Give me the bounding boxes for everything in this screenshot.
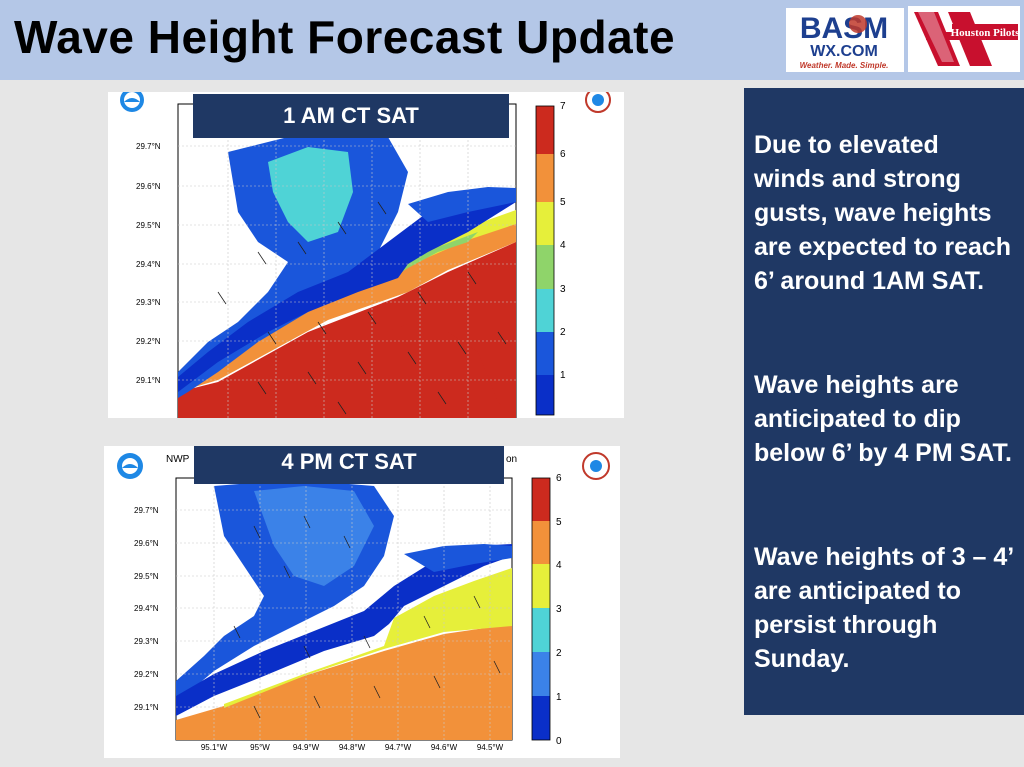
colorbar-tick: 1 [556, 692, 562, 703]
lat-tick: 29.3°N [136, 298, 161, 307]
colorbar-tick: 5 [560, 197, 566, 208]
lat-tick: 29.5°N [134, 572, 159, 581]
basm-logo-tagline: Weather. Made. Simple. [800, 61, 889, 70]
forecast-map-4pm: 29.7°N 29.6°N 29.5°N 29.4°N 29.3°N 29.2°… [104, 446, 620, 758]
basm-logo: BASM WX.COM Weather. Made. Simple. [786, 8, 904, 72]
time-label-4pm: 4 PM CT SAT [194, 446, 504, 484]
lat-tick: 29.2°N [136, 337, 161, 346]
lon-tick: 95.1°W [201, 743, 228, 752]
colorbar-tick: 6 [560, 149, 566, 160]
colorbar-tick: 0 [556, 736, 562, 747]
lat-tick: 29.3°N [134, 637, 159, 646]
bay-cyan [268, 147, 353, 242]
lon-tick: 94.9°W [293, 743, 320, 752]
offshore-orange-patch [308, 324, 516, 418]
time-label-1am: 1 AM CT SAT [193, 94, 509, 138]
lon-tick: 94.5°W [477, 743, 504, 752]
colorbar-tick: 3 [556, 604, 562, 615]
channel-dark-blue-4pm [176, 544, 512, 716]
wave-map-svg-4pm: 29.7°N 29.6°N 29.5°N 29.4°N 29.3°N 29.2°… [117, 452, 610, 752]
lat-tick: 29.4°N [136, 260, 161, 269]
summary-sidebar: Due to elevated winds and strong gusts, … [744, 88, 1024, 715]
channel-dark-blue [178, 188, 516, 392]
lat-tick: 29.4°N [134, 604, 159, 613]
offshore-orange-zone [178, 220, 516, 392]
lat-tick: 29.6°N [136, 182, 161, 191]
summary-paragraph-1: Due to elevated winds and strong gusts, … [754, 131, 1012, 295]
lat-tick: 29.7°N [136, 142, 161, 151]
basm-logo-middle: WX.COM [810, 43, 878, 60]
map-title-partial-right: on [506, 454, 517, 465]
lat-tick: 29.1°N [134, 703, 159, 712]
map-title-partial: NWP [166, 454, 190, 465]
bay-light-4pm [254, 486, 374, 586]
basm-logo-top: BASM [800, 12, 888, 45]
lon-tick: 94.7°W [385, 743, 412, 752]
colorbar-tick: 1 [560, 370, 566, 381]
nearshore-yellow-zone-4pm [224, 568, 512, 708]
colorbar-tick: 5 [556, 517, 562, 528]
colorbar-tick: 4 [560, 240, 566, 251]
lon-tick: 94.8°W [339, 743, 366, 752]
east-bay-blue-4pm [404, 544, 512, 572]
summary-paragraph-3: Wave heights of 3 – 4’ are anticipated t… [754, 543, 1013, 673]
colorbar-tick: 2 [560, 327, 566, 338]
lat-tick: 29.5°N [136, 221, 161, 230]
wave-map-svg-1am: 29.7°N 29.6°N 29.5°N 29.4°N 29.3°N 29.2°… [120, 92, 611, 418]
colorbar-tick: 7 [560, 101, 566, 112]
lat-tick: 29.6°N [134, 539, 159, 548]
noaa-logo-icon [117, 453, 143, 479]
east-bay-blue [408, 187, 516, 222]
lon-tick: 95°W [250, 743, 270, 752]
lat-tick: 29.2°N [134, 670, 159, 679]
lat-tick: 29.7°N [134, 506, 159, 515]
nws-logo-icon [582, 452, 610, 480]
slide-header: Wave Height Forecast Update BASM WX.COM … [0, 0, 1024, 80]
colorbar-4pm [531, 477, 551, 741]
lon-tick: 94.6°W [431, 743, 458, 752]
houston-pilots-logo: Houston Pilots [908, 6, 1020, 72]
colorbar-tick: 4 [556, 560, 562, 571]
colorbar-tick: 6 [556, 473, 562, 484]
colorbar-tick: 3 [560, 284, 566, 295]
houston-pilots-text: Houston Pilots [951, 27, 1020, 39]
colorbar-1am [535, 105, 555, 416]
nearshore-green-zone [390, 232, 478, 280]
noaa-logo-icon [120, 92, 144, 112]
lat-tick: 29.1°N [136, 376, 161, 385]
nws-logo-icon [585, 92, 611, 113]
summary-paragraph-2: Wave heights are anticipated to dip belo… [754, 371, 1012, 467]
slide-title: Wave Height Forecast Update [14, 11, 676, 63]
forecast-map-1am: 29.7°N 29.6°N 29.5°N 29.4°N 29.3°N 29.2°… [108, 92, 624, 418]
colorbar-tick: 2 [556, 648, 562, 659]
